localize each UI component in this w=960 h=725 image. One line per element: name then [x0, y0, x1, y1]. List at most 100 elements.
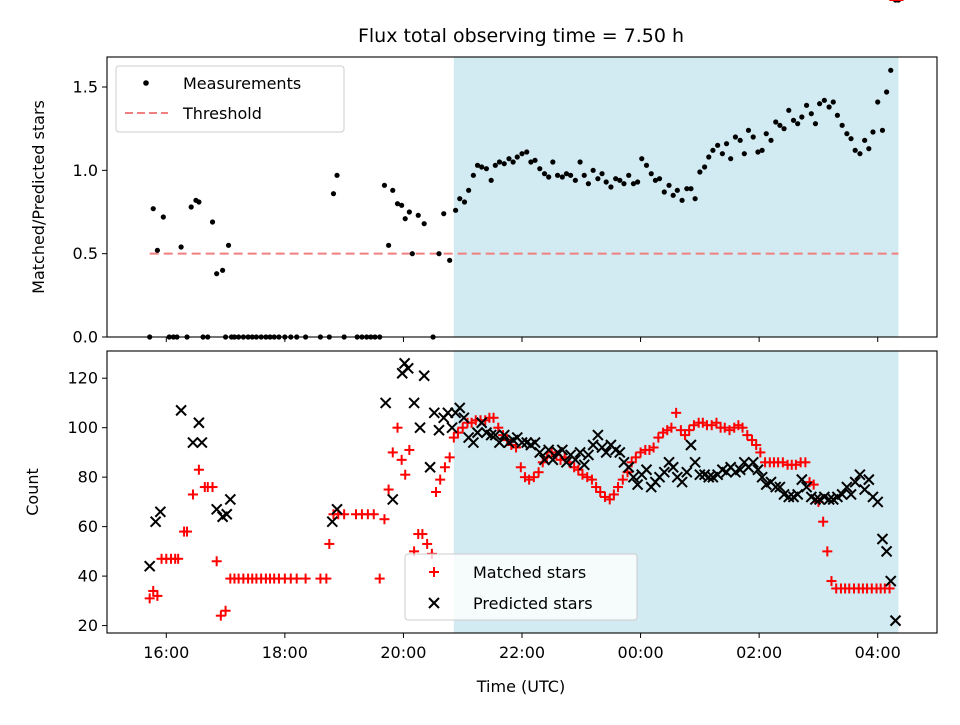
matched-star-point	[400, 469, 411, 480]
predicted-star-point	[143, 560, 156, 572]
measurement-point	[537, 166, 543, 172]
measurement-point	[817, 101, 823, 107]
y-tick-label: 1.5	[73, 78, 98, 97]
measurement-point	[214, 271, 220, 277]
matched-star-point	[193, 464, 204, 475]
matched-star-point	[215, 610, 226, 621]
measurement-point	[781, 126, 787, 132]
measurement-point	[839, 122, 845, 128]
matched-star-point	[207, 482, 218, 493]
predicted-star-point	[600, 446, 612, 459]
measurement-point	[474, 162, 481, 168]
measurement-point	[160, 214, 166, 220]
measurement-point	[834, 112, 841, 118]
measurement-point	[563, 171, 570, 177]
x-tick-label: 20:00	[380, 643, 426, 662]
matched-star-point	[515, 462, 526, 473]
matched-star-point	[648, 442, 659, 453]
predicted-star-points	[143, 357, 902, 627]
x-ticks-top	[165, 337, 879, 342]
measurement-point	[406, 209, 412, 215]
predicted-star-point	[560, 456, 573, 469]
matched-star-point	[439, 462, 450, 473]
y-tick-label: 0.0	[73, 328, 98, 347]
measurement-point	[830, 99, 836, 105]
measurement-point	[470, 172, 476, 178]
measurement-point	[875, 99, 881, 105]
matched-star-point	[417, 529, 428, 540]
matched-star-point	[653, 432, 664, 443]
matched-star-point	[422, 538, 433, 549]
measurement-point	[496, 159, 503, 165]
matched-star-point	[742, 430, 753, 441]
matched-star-point	[182, 526, 193, 537]
measurement-point	[702, 164, 708, 170]
predicted-star-point	[498, 429, 510, 441]
legend-label-matched: Matched stars	[473, 563, 586, 582]
matched-star-point	[187, 489, 198, 500]
predicted-star-point	[578, 459, 590, 471]
measurement-point	[608, 184, 614, 190]
predicted-star-point	[175, 404, 187, 417]
matched-star-point	[608, 489, 619, 500]
measurement-point	[790, 117, 797, 123]
predicted-star-point	[475, 417, 488, 429]
predicted-star-point	[387, 493, 399, 506]
measurement-point	[209, 219, 216, 225]
measurement-point	[684, 186, 690, 192]
measurement-point	[559, 174, 565, 180]
measurement-point	[661, 189, 667, 195]
predicted-star-point	[774, 481, 786, 493]
measurement-point	[581, 172, 587, 178]
measurement-point	[706, 154, 712, 160]
measurement-point	[674, 187, 680, 193]
measurement-point	[599, 171, 605, 177]
measurement-point	[630, 181, 637, 187]
measurement-point	[852, 147, 858, 153]
predicted-star-point	[689, 456, 701, 469]
predicted-star-point	[542, 444, 555, 456]
measurement-point	[154, 247, 160, 253]
measurement-point	[550, 159, 556, 165]
measurement-point	[590, 167, 596, 173]
predicted-star-point	[489, 429, 502, 441]
matched-star-point	[826, 576, 837, 587]
matched-star-point	[374, 573, 385, 584]
matched-star-point	[291, 573, 302, 584]
predicted-star-point	[414, 421, 426, 434]
measurement-point	[466, 187, 472, 193]
y-tick-label: 40	[78, 567, 98, 586]
matched-star-point	[387, 447, 398, 458]
predicted-star-point	[592, 429, 604, 441]
matched-star-point	[822, 546, 833, 557]
predicted-star-point	[154, 506, 167, 518]
predicted-star-point	[454, 402, 466, 414]
panel-ratio: 0.0 0.5 1.0 1.5 Matched/Predicted stars Mea…	[29, 0, 938, 347]
predicted-star-point	[681, 466, 693, 478]
measurement-point	[421, 221, 427, 227]
y-axis-label-bottom: Count	[23, 468, 42, 516]
measurement-point	[524, 149, 530, 155]
legend-label-threshold: Threshold	[182, 104, 262, 123]
matched-star-point	[755, 447, 766, 458]
measurement-point	[585, 181, 592, 187]
predicted-star-point	[845, 488, 857, 501]
predicted-star-point	[418, 370, 430, 382]
measurement-point	[670, 192, 676, 198]
matched-star-point	[220, 605, 231, 616]
measurement-point	[595, 176, 601, 182]
measurement-point	[808, 111, 814, 117]
predicted-star-point	[224, 493, 237, 506]
measurement-point	[188, 204, 194, 210]
measurement-point	[461, 199, 468, 205]
predicted-star-point	[210, 503, 223, 516]
measurement-point	[755, 149, 761, 155]
measurement-point	[635, 179, 641, 185]
matched-star-point	[211, 556, 222, 567]
measurement-point	[546, 174, 552, 180]
measurement-point	[812, 121, 819, 127]
measurement-point	[679, 197, 685, 203]
measurement-point	[759, 147, 765, 153]
y-tick-label: 120	[67, 369, 98, 388]
predicted-star-point	[734, 464, 746, 476]
